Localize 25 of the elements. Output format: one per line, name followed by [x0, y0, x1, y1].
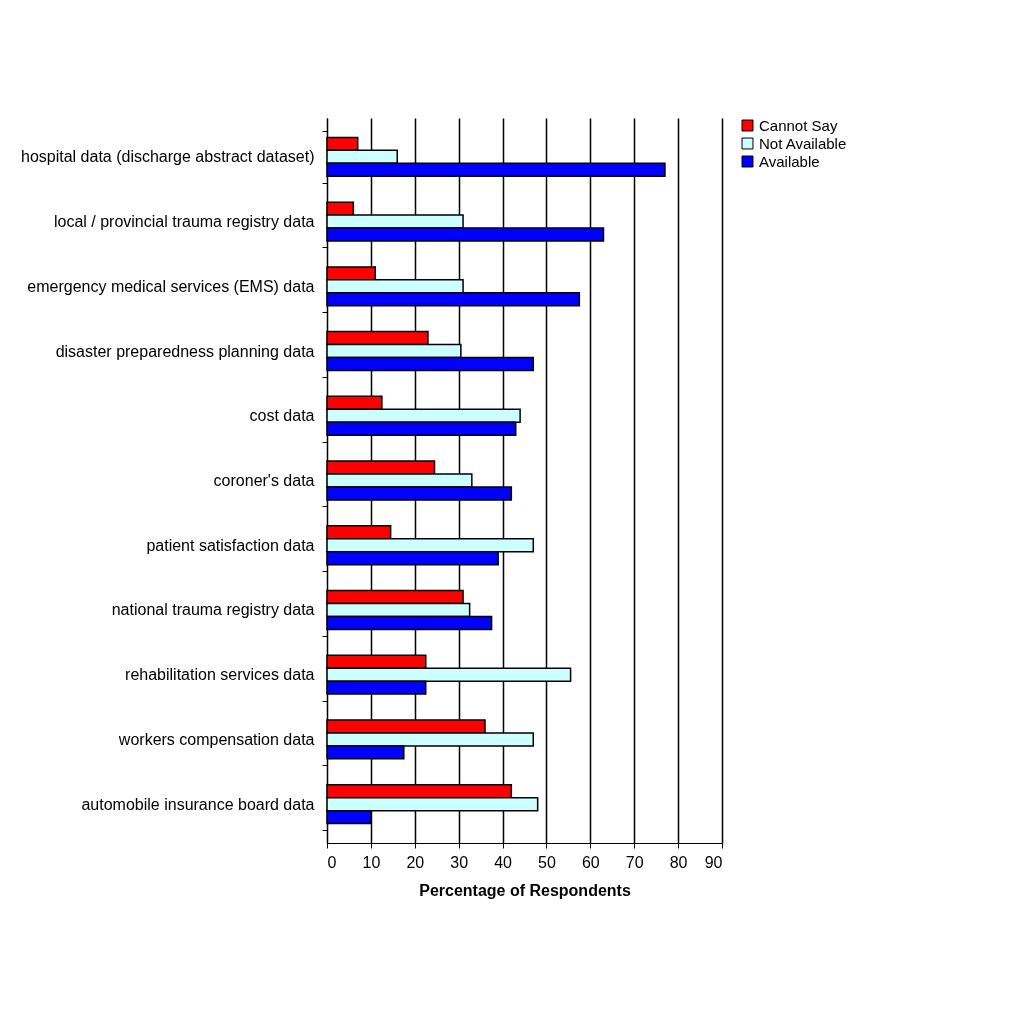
y-tick-label: national trauma registry data — [111, 601, 315, 619]
y-tick-label: patient satisfaction data — [146, 536, 315, 554]
x-tick-label: 10 — [362, 853, 381, 871]
y-tick-label: emergency medical services (EMS) data — [27, 277, 315, 295]
x-tick-label: 70 — [625, 853, 644, 871]
x-tick-label: 30 — [450, 853, 469, 871]
y-tick-label: disaster preparedness planning data — [55, 342, 315, 360]
y-tick-label: cost data — [249, 407, 315, 425]
y-tick-label: hospital data (discharge abstract dataset) — [21, 148, 315, 166]
legend-label: Available — [759, 152, 820, 170]
x-tick-label: 40 — [494, 853, 513, 871]
x-tick-label: 20 — [406, 853, 425, 871]
x-tick-label: 50 — [538, 853, 556, 871]
x-tick-label: 60 — [581, 853, 600, 871]
y-tick-label: workers compensation data — [117, 730, 315, 748]
legend-label: Cannot Say — [759, 116, 838, 134]
x-tick-label: 0 — [327, 853, 337, 871]
x-axis-title: Percentage of Respondents — [419, 881, 631, 899]
y-tick-label: coroner's data — [213, 472, 315, 489]
y-tick-label: automobile insurance board data — [81, 795, 315, 813]
legend-label: Not Available — [759, 134, 847, 152]
x-tick-label: 80 — [669, 853, 688, 871]
x-tick-label: 90 — [704, 853, 723, 871]
y-tick-label: local / provincial trauma registry data — [53, 213, 315, 231]
y-tick-label: rehabilitation services data — [125, 666, 315, 684]
